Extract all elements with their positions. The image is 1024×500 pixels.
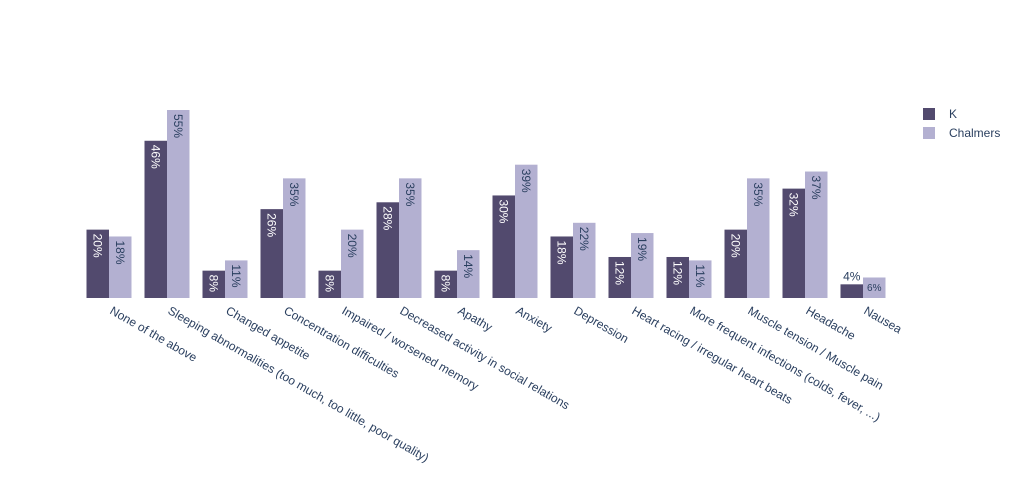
value-label-k-5: 28%: [381, 206, 395, 230]
value-label-chalmers-12: 37%: [809, 176, 823, 200]
bars-layer: [86, 110, 886, 298]
value-label-k-8: 18%: [555, 240, 569, 264]
value-label-k-1: 46%: [149, 145, 163, 169]
bar-chalmers-2: [225, 260, 248, 298]
bar-chalmers-9: [631, 233, 654, 298]
value-label-k-7: 30%: [497, 199, 511, 223]
category-label-6: Apathy: [456, 303, 495, 334]
value-label-k-10: 12%: [671, 261, 685, 285]
bar-chalmers-3: [283, 178, 306, 298]
bar-chalmers-4: [341, 229, 364, 298]
bar-chalmers-6: [457, 250, 480, 298]
category-label-8: Depression: [572, 303, 632, 345]
value-label-k-9: 12%: [613, 261, 627, 285]
value-label-chalmers-2: 11%: [229, 264, 243, 287]
value-label-chalmers-9: 19%: [635, 237, 649, 261]
bar-k-10: [666, 256, 689, 298]
category-label-13: Nausea: [862, 303, 905, 336]
value-label-chalmers-1: 55%: [171, 114, 185, 138]
value-label-k-12: 32%: [787, 193, 801, 217]
bar-k-2: [202, 270, 225, 298]
bar-k-6: [434, 270, 457, 298]
legend: K Chalmers: [923, 107, 1000, 140]
legend-label-chalmers[interactable]: Chalmers: [949, 126, 1000, 140]
value-label-chalmers-5: 35%: [403, 182, 417, 206]
value-label-k-4: 8%: [323, 275, 337, 293]
legend-label-k[interactable]: K: [949, 107, 957, 121]
bar-chalmers-5: [399, 178, 422, 298]
bar-chalmers-1: [167, 110, 190, 298]
value-label-chalmers-13: 6%: [867, 283, 882, 294]
bar-k-1: [144, 140, 167, 298]
value-label-chalmers-4: 20%: [345, 234, 359, 258]
category-label-1: Sleeping abnormalities (too much, too li…: [166, 303, 432, 465]
value-label-chalmers-6: 14%: [461, 254, 475, 278]
value-label-k-6: 8%: [439, 275, 453, 293]
bar-k-12: [782, 188, 805, 298]
value-label-chalmers-8: 22%: [577, 227, 591, 251]
bar-k-4: [318, 270, 341, 298]
legend-swatch-k[interactable]: [923, 108, 935, 120]
bar-k-7: [492, 195, 515, 298]
category-label-7: Anxiety: [514, 303, 555, 335]
bar-chalmers-8: [573, 222, 596, 298]
bar-k-0: [86, 229, 109, 298]
value-label-k-2: 8%: [207, 275, 221, 293]
bar-chalmers-0: [109, 236, 132, 298]
bar-k-3: [260, 209, 283, 298]
value-label-chalmers-10: 11%: [693, 264, 707, 287]
bar-k-9: [608, 256, 631, 298]
bar-k-5: [376, 202, 399, 298]
value-label-chalmers-7: 39%: [519, 169, 533, 193]
bar-k-13: [840, 284, 863, 298]
bar-k-11: [724, 229, 747, 298]
bar-chalmers-10: [689, 260, 712, 298]
bar-chalmers-7: [515, 164, 538, 298]
value-label-chalmers-3: 35%: [287, 182, 301, 206]
value-label-k-0: 20%: [91, 234, 105, 258]
value-labels-layer: 20% 18% 46% 55% 8% 11% 26% 35% 8% 20% 28% 35% 8% 14% 3…: [91, 114, 882, 294]
value-label-k-3: 26%: [265, 213, 279, 237]
value-label-k-11: 20%: [729, 234, 743, 258]
value-label-chalmers-11: 35%: [751, 182, 765, 206]
legend-swatch-chalmers[interactable]: [923, 127, 935, 139]
bar-chalmers-12: [805, 171, 828, 298]
value-label-chalmers-0: 18%: [113, 240, 127, 264]
bar-chalmers-11: [747, 178, 770, 298]
bar-chalmers-13: [863, 277, 886, 298]
value-label-k-13: 4%: [843, 269, 861, 283]
bar-k-8: [550, 236, 573, 298]
